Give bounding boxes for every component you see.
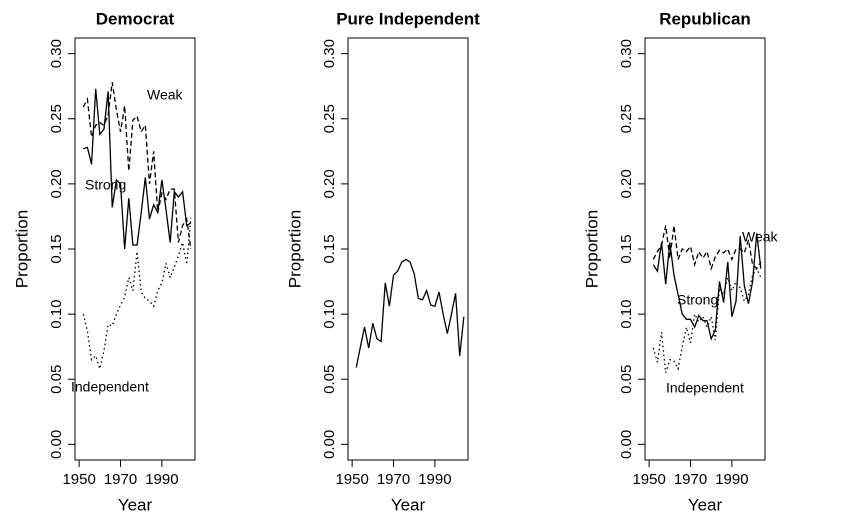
y-tick-label: 0.20 xyxy=(321,169,338,198)
series-line xyxy=(652,225,762,271)
x-tick-label: 1950 xyxy=(335,471,368,488)
y-tick-label: 0.10 xyxy=(321,300,338,329)
plot-frame xyxy=(74,37,196,461)
x-tick-label: 1950 xyxy=(632,471,665,488)
panel: Republican 0.00 0.05 0.10 0.15 0.20 0.25 0.30 19… xyxy=(582,9,778,514)
x-tick-label: 1990 xyxy=(418,471,451,488)
y-tick-label: 0.30 xyxy=(321,39,338,68)
x-tick-label: 1970 xyxy=(104,471,137,488)
plot-frame xyxy=(347,37,469,461)
x-tick-label: 1990 xyxy=(145,471,178,488)
y-tick-label: 0.00 xyxy=(618,430,635,459)
panel-title: Democrat xyxy=(96,9,175,28)
y-tick-label: 0.10 xyxy=(48,300,65,329)
x-tick-label: 1950 xyxy=(62,471,95,488)
x-tick-label: 1970 xyxy=(674,471,707,488)
y-tick-label: 0.30 xyxy=(618,39,635,68)
panel: Pure Independent 0.00 0.05 0.10 0.15 0.20 0.25… xyxy=(285,9,480,514)
series-label: Independent xyxy=(666,380,744,396)
series-label: Strong xyxy=(85,177,126,193)
x-axis-label: Year xyxy=(118,495,153,514)
x-tick-label: 1970 xyxy=(377,471,410,488)
y-tick-label: 0.20 xyxy=(618,169,635,198)
y-tick-label: 0.00 xyxy=(321,430,338,459)
panel-title: Republican xyxy=(659,9,751,28)
panel-title: Pure Independent xyxy=(336,9,480,28)
y-tick-label: 0.05 xyxy=(48,365,65,394)
y-tick-label: 0.15 xyxy=(618,234,635,263)
series-label: Independent xyxy=(71,379,149,395)
y-tick-label: 0.05 xyxy=(321,365,338,394)
series-line xyxy=(82,217,192,372)
y-axis-label: Proportion xyxy=(285,210,304,288)
y-tick-label: 0.25 xyxy=(618,104,635,133)
y-tick-label: 0.20 xyxy=(48,169,65,198)
y-tick-label: 0.15 xyxy=(48,234,65,263)
y-tick-label: 0.15 xyxy=(321,234,338,263)
series-line xyxy=(83,88,192,250)
y-tick-label: 0.00 xyxy=(48,430,65,459)
series-line xyxy=(355,258,465,368)
y-tick-label: 0.05 xyxy=(618,365,635,394)
panel: Democrat 0.00 0.05 0.10 0.15 0.20 0.25 0.30 1950… xyxy=(12,9,196,514)
series-label: Weak xyxy=(742,229,779,245)
plot-frame xyxy=(644,37,766,461)
y-tick-label: 0.25 xyxy=(48,104,65,133)
y-tick-label: 0.25 xyxy=(321,104,338,133)
y-tick-label: 0.10 xyxy=(618,300,635,329)
series-label: Strong xyxy=(677,292,718,308)
y-axis-label: Proportion xyxy=(582,210,601,288)
series-line xyxy=(652,233,762,341)
x-axis-label: Year xyxy=(391,495,426,514)
y-axis-label: Proportion xyxy=(12,210,31,288)
x-axis-label: Year xyxy=(688,495,723,514)
x-tick-label: 1990 xyxy=(715,471,748,488)
y-tick-label: 0.30 xyxy=(48,39,65,68)
series-label: Weak xyxy=(147,87,184,103)
series-line xyxy=(82,82,192,250)
